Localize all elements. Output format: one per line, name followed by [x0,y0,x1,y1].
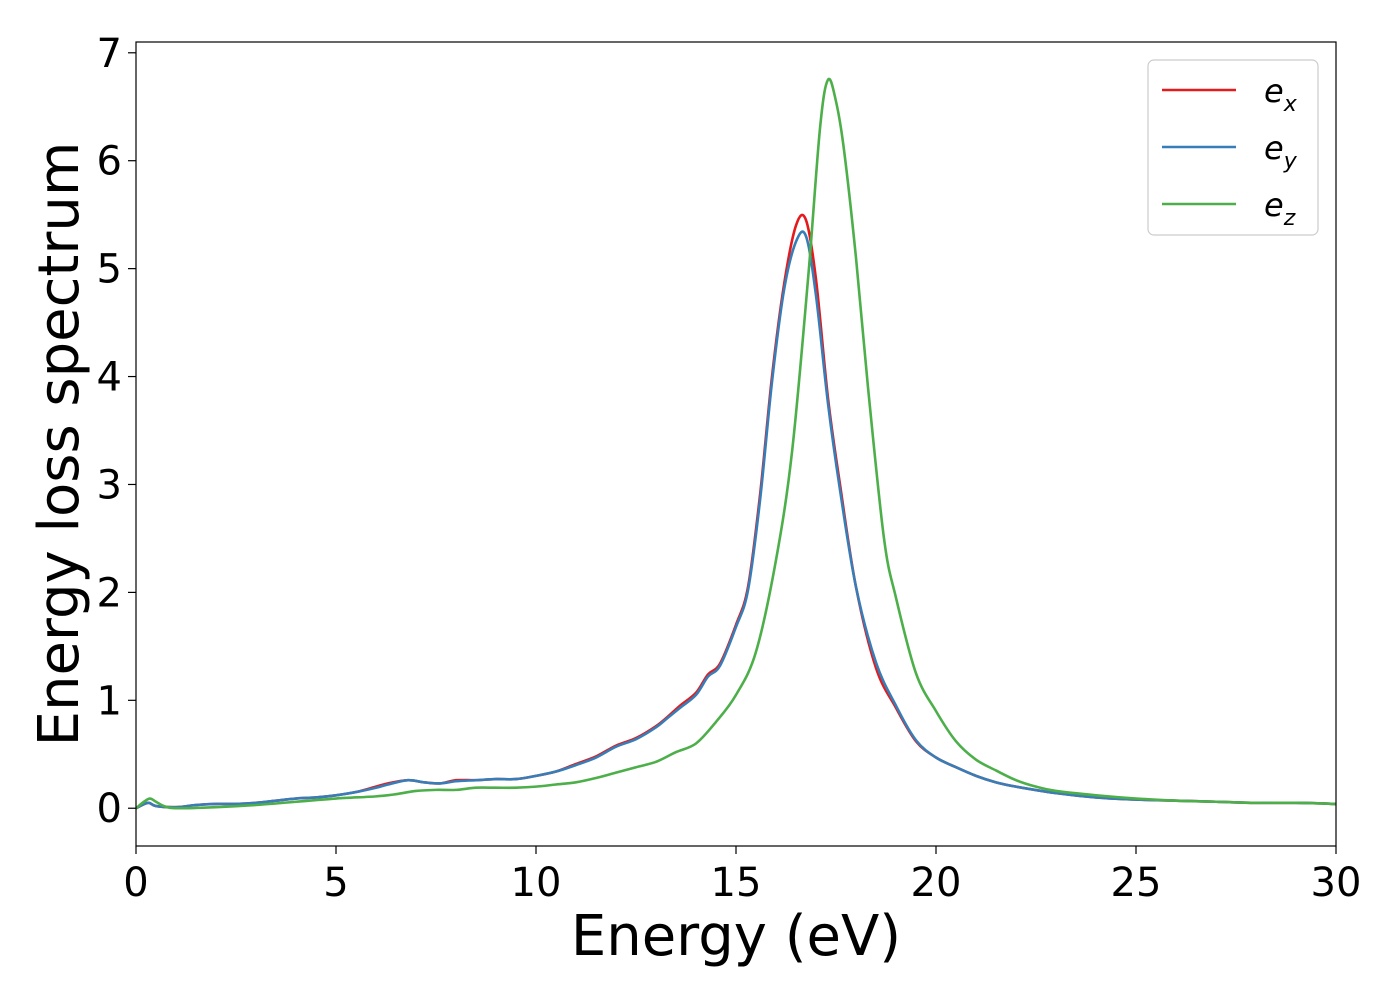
x-tick-label: 15 [711,860,762,906]
series-line-e-y [136,230,1336,810]
x-tick-label: 30 [1311,860,1362,906]
y-axis-ticks: 0 1 2 3 4 5 6 7 [97,31,136,832]
y-tick-label: 0 [97,786,122,832]
x-tick-label: 20 [911,860,962,906]
x-tick-label: 5 [323,860,348,906]
x-tick-label: 0 [123,860,148,906]
y-tick-label: 7 [97,31,122,77]
legend-label: ez [1264,186,1296,231]
y-axis-label: Energy loss spectrum [27,142,92,747]
x-tick-label: 10 [511,860,562,906]
x-tick-label: 25 [1111,860,1162,906]
y-tick-label: 6 [97,139,122,185]
series-line-e-x [136,213,1336,810]
legend: ex ey ez [1147,59,1319,236]
x-axis-ticks: 0 5 10 15 20 25 30 [123,846,1361,906]
y-tick-label: 1 [97,678,122,724]
y-tick-label: 4 [97,355,122,401]
legend-label: ex [1264,72,1298,117]
series-line-e-z [136,77,1336,810]
series-layer [136,77,1336,810]
x-axis-label: Energy (eV) [571,904,901,969]
legend-label: ey [1264,129,1298,174]
y-tick-label: 3 [97,462,122,508]
y-tick-label: 5 [97,247,122,293]
y-tick-label: 2 [97,570,122,616]
